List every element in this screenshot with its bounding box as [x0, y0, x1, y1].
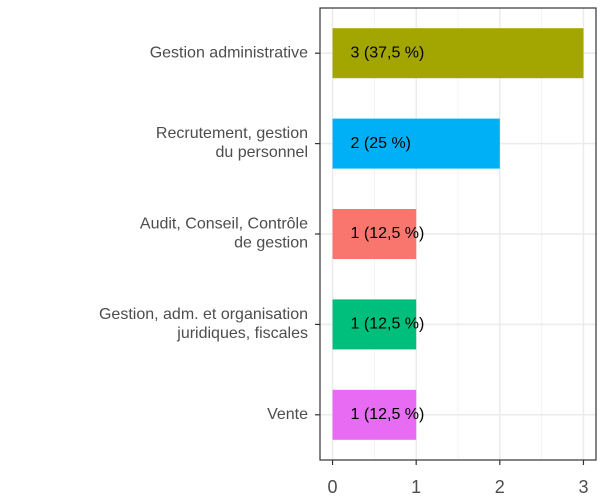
- value-label: 1 (12,5 %): [351, 316, 425, 333]
- x-tick-label: 1: [411, 477, 421, 497]
- y-tick-label: Audit, Conseil, Contrôle de gestion: [140, 216, 308, 252]
- bar: [332, 28, 584, 79]
- y-tick-label: Vente: [267, 406, 308, 423]
- bar: [332, 299, 417, 350]
- y-tick-label: Gestion, adm. et organisation juridiques,…: [99, 306, 308, 342]
- x-tick-label: 3: [578, 477, 588, 497]
- value-label: 3 (37,5 %): [351, 44, 425, 61]
- value-label: 1 (12,5 %): [351, 406, 425, 423]
- y-tick-label: Gestion administrative: [150, 44, 308, 61]
- x-tick-label: 2: [495, 477, 505, 497]
- bar: [332, 118, 500, 169]
- y-tick-label: Recrutement, gestion du personnel: [156, 125, 308, 161]
- bar: [332, 209, 417, 259]
- panel-border: [319, 7, 597, 461]
- value-label: 2 (25 %): [351, 135, 411, 152]
- value-label: 1 (12,5 %): [351, 225, 425, 242]
- x-tick-label: 0: [328, 477, 338, 497]
- bar: [332, 389, 417, 440]
